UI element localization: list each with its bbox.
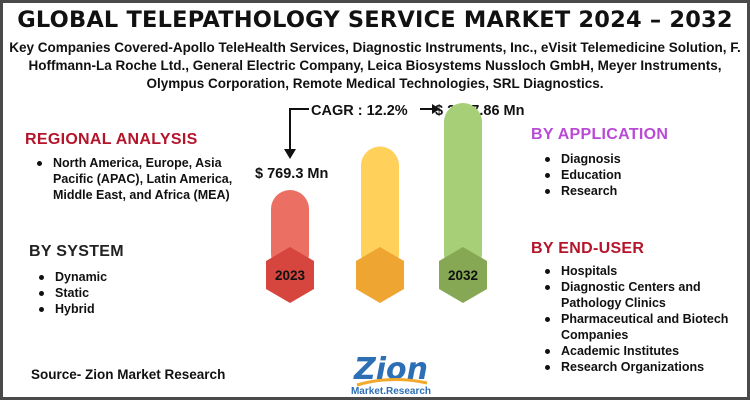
- bar-2032: [444, 103, 482, 273]
- list-item: Static: [33, 285, 193, 301]
- zion-logo: Zion Market.Research: [351, 352, 431, 397]
- by-application-list: Diagnosis Education Research: [539, 151, 729, 199]
- page-title: GLOBAL TELEPATHOLOGY SERVICE MARKET 2024…: [17, 7, 733, 33]
- logo-swoosh: [356, 377, 428, 387]
- list-item: Research Organizations: [539, 359, 747, 375]
- hexagon-2032: [439, 247, 487, 303]
- list-item: Diagnostic Centers and Pathology Clinics: [539, 279, 747, 311]
- cagr-arrow-left: [289, 108, 309, 151]
- list-item: Pharmaceutical and Biotech Companies: [539, 311, 747, 343]
- list-item: Hybrid: [33, 301, 193, 317]
- source-note: Source- Zion Market Research: [31, 367, 226, 382]
- list-item: Academic Institutes: [539, 343, 747, 359]
- regional-analysis-list: North America, Europe, Asia Pacific (APA…: [31, 155, 249, 203]
- by-system-heading: BY SYSTEM: [29, 243, 124, 260]
- cagr-arrow-left-head: [284, 149, 296, 159]
- year-label-2023: 2023: [275, 268, 306, 283]
- cagr-label: CAGR : 12.2%: [311, 103, 408, 119]
- year-label-2032: 2032: [448, 268, 478, 283]
- by-end-user-list: Hospitals Diagnostic Centers and Patholo…: [539, 263, 747, 375]
- logo-sub-text: Market.Research: [351, 386, 431, 397]
- key-companies-text: Key Companies Covered-Apollo TeleHealth …: [9, 40, 741, 91]
- by-system-list: Dynamic Static Hybrid: [33, 269, 193, 317]
- hexagon-2023: [266, 247, 314, 303]
- bar-middle: [361, 146, 399, 273]
- bar-2023: [271, 190, 309, 273]
- list-item: Dynamic: [33, 269, 193, 285]
- start-value-label: $ 769.3 Mn: [255, 166, 328, 182]
- cagr-arrow-right-head: [432, 104, 440, 114]
- by-end-user-heading: BY END-USER: [531, 240, 645, 257]
- list-item: North America, Europe, Asia Pacific (APA…: [31, 155, 249, 203]
- list-item: Research: [539, 183, 729, 199]
- regional-analysis-heading: REGIONAL ANALYSIS: [25, 131, 198, 148]
- list-item: Diagnosis: [539, 151, 729, 167]
- end-value-label: $ 2167.86 Mn: [435, 103, 524, 119]
- by-application-heading: BY APPLICATION: [531, 126, 669, 143]
- hexagon-middle: [356, 247, 404, 303]
- list-item: Hospitals: [539, 263, 747, 279]
- list-item: Education: [539, 167, 729, 183]
